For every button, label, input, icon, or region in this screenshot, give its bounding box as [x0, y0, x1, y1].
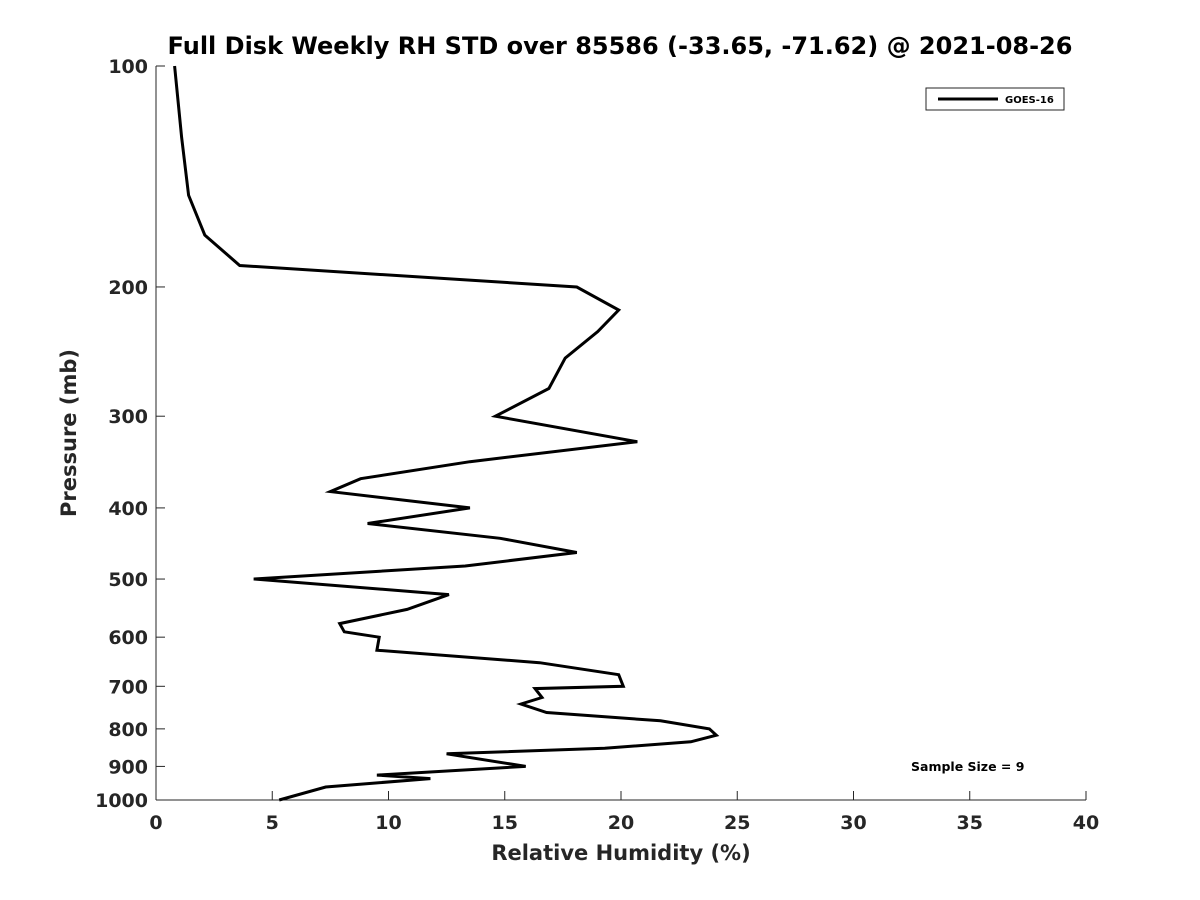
y-ticks: 100 200 300 400 500 600 700 800 900 1000 [95, 56, 165, 812]
y-tick-label: 1000 [95, 790, 148, 812]
y-axis-label: Pressure (mb) [57, 349, 81, 517]
x-tick-label: 40 [1073, 812, 1099, 834]
chart-title: Full Disk Weekly RH STD over 85586 (-33.… [168, 32, 1073, 60]
x-tick-label: 10 [375, 812, 401, 834]
x-tick-label: 15 [492, 812, 518, 834]
x-tick-label: 35 [957, 812, 983, 834]
x-tick-label: 30 [840, 812, 866, 834]
sample-size-annotation: Sample Size = 9 [911, 759, 1024, 774]
y-tick-label: 200 [108, 277, 148, 299]
x-tick-label: 25 [724, 812, 750, 834]
y-tick-label: 400 [108, 498, 148, 520]
series-line-goes-16 [173, 65, 720, 802]
x-tick-label: 0 [149, 812, 162, 834]
y-tick-label: 700 [108, 676, 148, 698]
series-group [173, 65, 720, 802]
y-tick-label: 100 [108, 56, 148, 78]
y-tick-label: 900 [108, 756, 148, 778]
x-tick-label: 20 [608, 812, 634, 834]
y-tick-label: 800 [108, 719, 148, 741]
x-ticks: 0 5 10 15 20 25 30 35 40 [149, 791, 1099, 834]
y-tick-label: 600 [108, 627, 148, 649]
y-tick-label: 300 [108, 406, 148, 428]
legend-label-goes-16: GOES-16 [1005, 95, 1054, 106]
legend: GOES-16 [925, 87, 1065, 111]
x-tick-label: 5 [266, 812, 279, 834]
x-axis-label: Relative Humidity (%) [491, 841, 750, 865]
y-tick-label: 500 [108, 569, 148, 591]
